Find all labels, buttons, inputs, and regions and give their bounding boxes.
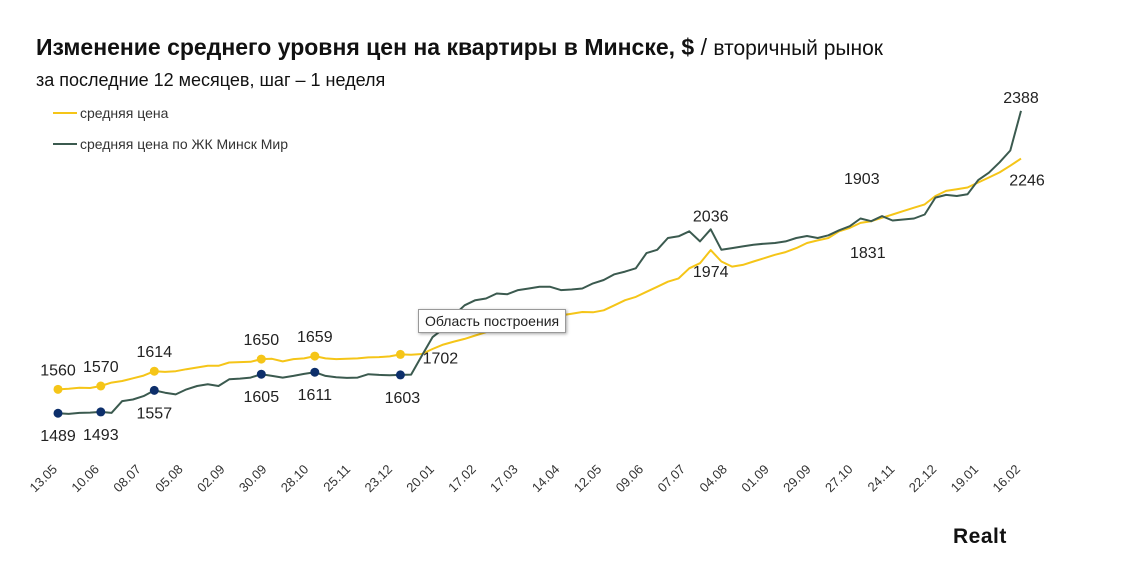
title-separator: / [700,34,707,60]
legend-label-1: средняя цена по ЖК Минск Мир [80,136,288,152]
series-line-1 [57,110,1022,415]
series-0-marker-32 [395,349,405,359]
x-tick-label: 04.08 [696,462,730,496]
series-1-marker-0 [53,408,63,418]
x-tick-label: 20.01 [403,462,437,496]
x-tick-label: 23.12 [361,462,395,496]
data-label-1-61: 2036 [693,208,729,225]
x-tick-label: 28.10 [278,462,312,496]
data-label-0-90: 2246 [1009,173,1045,190]
x-tick-label: 24.11 [865,462,898,495]
series-1-marker-19 [256,369,266,379]
x-tick-label: 01.09 [738,462,772,496]
data-label-1-0: 1489 [40,428,76,445]
x-tick-label: 27.10 [822,462,856,496]
x-tick-label: 12.05 [571,462,605,496]
data-label-0-4: 1570 [83,359,119,376]
series-1-marker-4 [96,407,106,417]
data-label-1-74: 1903 [844,171,880,188]
data-label-1-90: 2388 [1003,90,1039,107]
x-tick-label: 09.06 [613,462,647,496]
chart-title: Изменение среднего уровня цен на квартир… [36,34,883,61]
x-tick-label: 30.09 [236,462,270,496]
data-label-0-19: 1650 [244,332,280,349]
chart-title-main: Изменение среднего уровня цен на квартир… [36,34,695,60]
series-1-marker-9 [149,385,159,395]
data-label-0-9: 1614 [137,344,173,361]
legend-label-0: средняя цена [80,105,169,121]
data-label-1-9: 1557 [137,405,173,422]
x-tick-label: 05.08 [152,462,186,496]
x-tick-label: 29.09 [780,462,814,496]
data-label-1-32: 1603 [385,390,421,407]
chart-title-sub: вторичный рынок [713,37,883,60]
x-tick-label: 22.12 [906,462,940,496]
plot-area-tooltip: Область построения [418,309,567,333]
x-tick-label: 07.07 [655,462,689,496]
data-label-1-4: 1493 [83,427,119,444]
data-label-0-32: 1702 [423,350,459,367]
series-0-marker-9 [149,366,159,376]
series-1-marker-32 [395,370,405,380]
series-0-marker-4 [96,381,106,391]
chart-subtitle: за последние 12 месяцев, шаг – 1 неделя [36,70,386,90]
data-label-1-19: 1605 [244,389,280,406]
data-label-1-24: 1611 [298,387,333,404]
realt-logo: Realt [953,525,1007,548]
x-tick-label: 25.11 [320,462,353,495]
x-tick-label: 13.05 [27,462,61,496]
series-0-marker-24 [310,351,320,361]
series-1-marker-24 [310,367,320,377]
x-tick-label: 10.06 [68,462,102,496]
data-label-0-61: 1974 [693,264,729,281]
series-line-0 [57,157,1022,391]
x-tick-label: 02.09 [194,462,228,496]
data-label-0-0: 1560 [40,362,76,379]
x-tick-label: 17.03 [487,462,521,496]
data-label-0-74: 1831 [850,245,886,262]
x-tick-label: 16.02 [990,462,1024,496]
x-tick-label: 17.02 [445,462,479,496]
series-0-marker-19 [256,354,266,364]
series-0-marker-0 [53,384,63,394]
data-label-0-24: 1659 [297,329,333,346]
x-tick-label: 19.01 [948,462,982,496]
x-tick-label: 14.04 [529,462,563,496]
x-tick-label: 08.07 [110,462,144,496]
